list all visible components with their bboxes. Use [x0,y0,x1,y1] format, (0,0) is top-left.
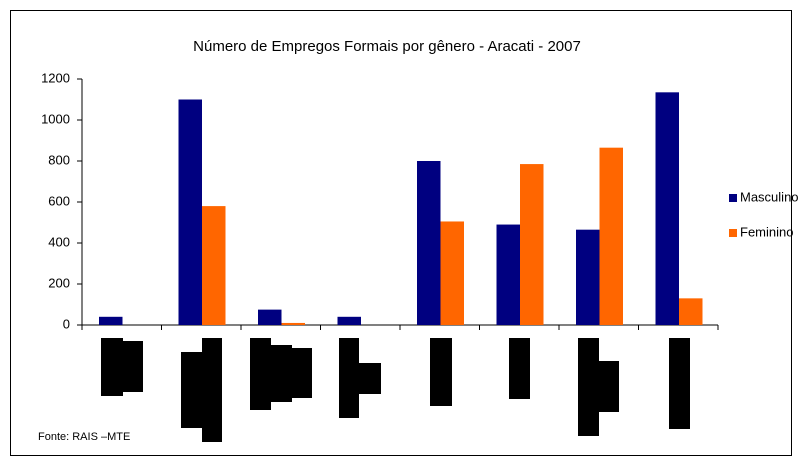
bar [440,221,464,325]
bar [337,316,361,325]
y-tick-label: 800 [48,152,70,167]
source-note: Fonte: RAIS –MTE [38,431,130,443]
legend-swatch [729,229,737,237]
redacted-labels [101,338,690,442]
bar [599,147,623,325]
bar [178,99,202,325]
bar [576,229,600,325]
bar [281,322,305,325]
y-tick-label: 200 [48,275,70,290]
bar [496,224,520,325]
bar [679,298,703,325]
bar [520,164,544,325]
y-tick-label: 0 [63,316,70,331]
y-tick-label: 400 [48,234,70,249]
legend-label: Masculino [740,189,799,204]
chart-title: Número de Empregos Formais por gênero - … [193,38,581,55]
bar [202,206,226,325]
y-tick-label: 1200 [41,70,70,85]
legend-swatch [729,194,737,202]
y-tick-label: 1000 [41,111,70,126]
legend-label: Feminino [740,224,793,239]
bar [417,161,441,325]
bar [655,92,679,325]
bar [99,316,123,325]
bar [258,309,282,325]
y-tick-label: 600 [48,193,70,208]
